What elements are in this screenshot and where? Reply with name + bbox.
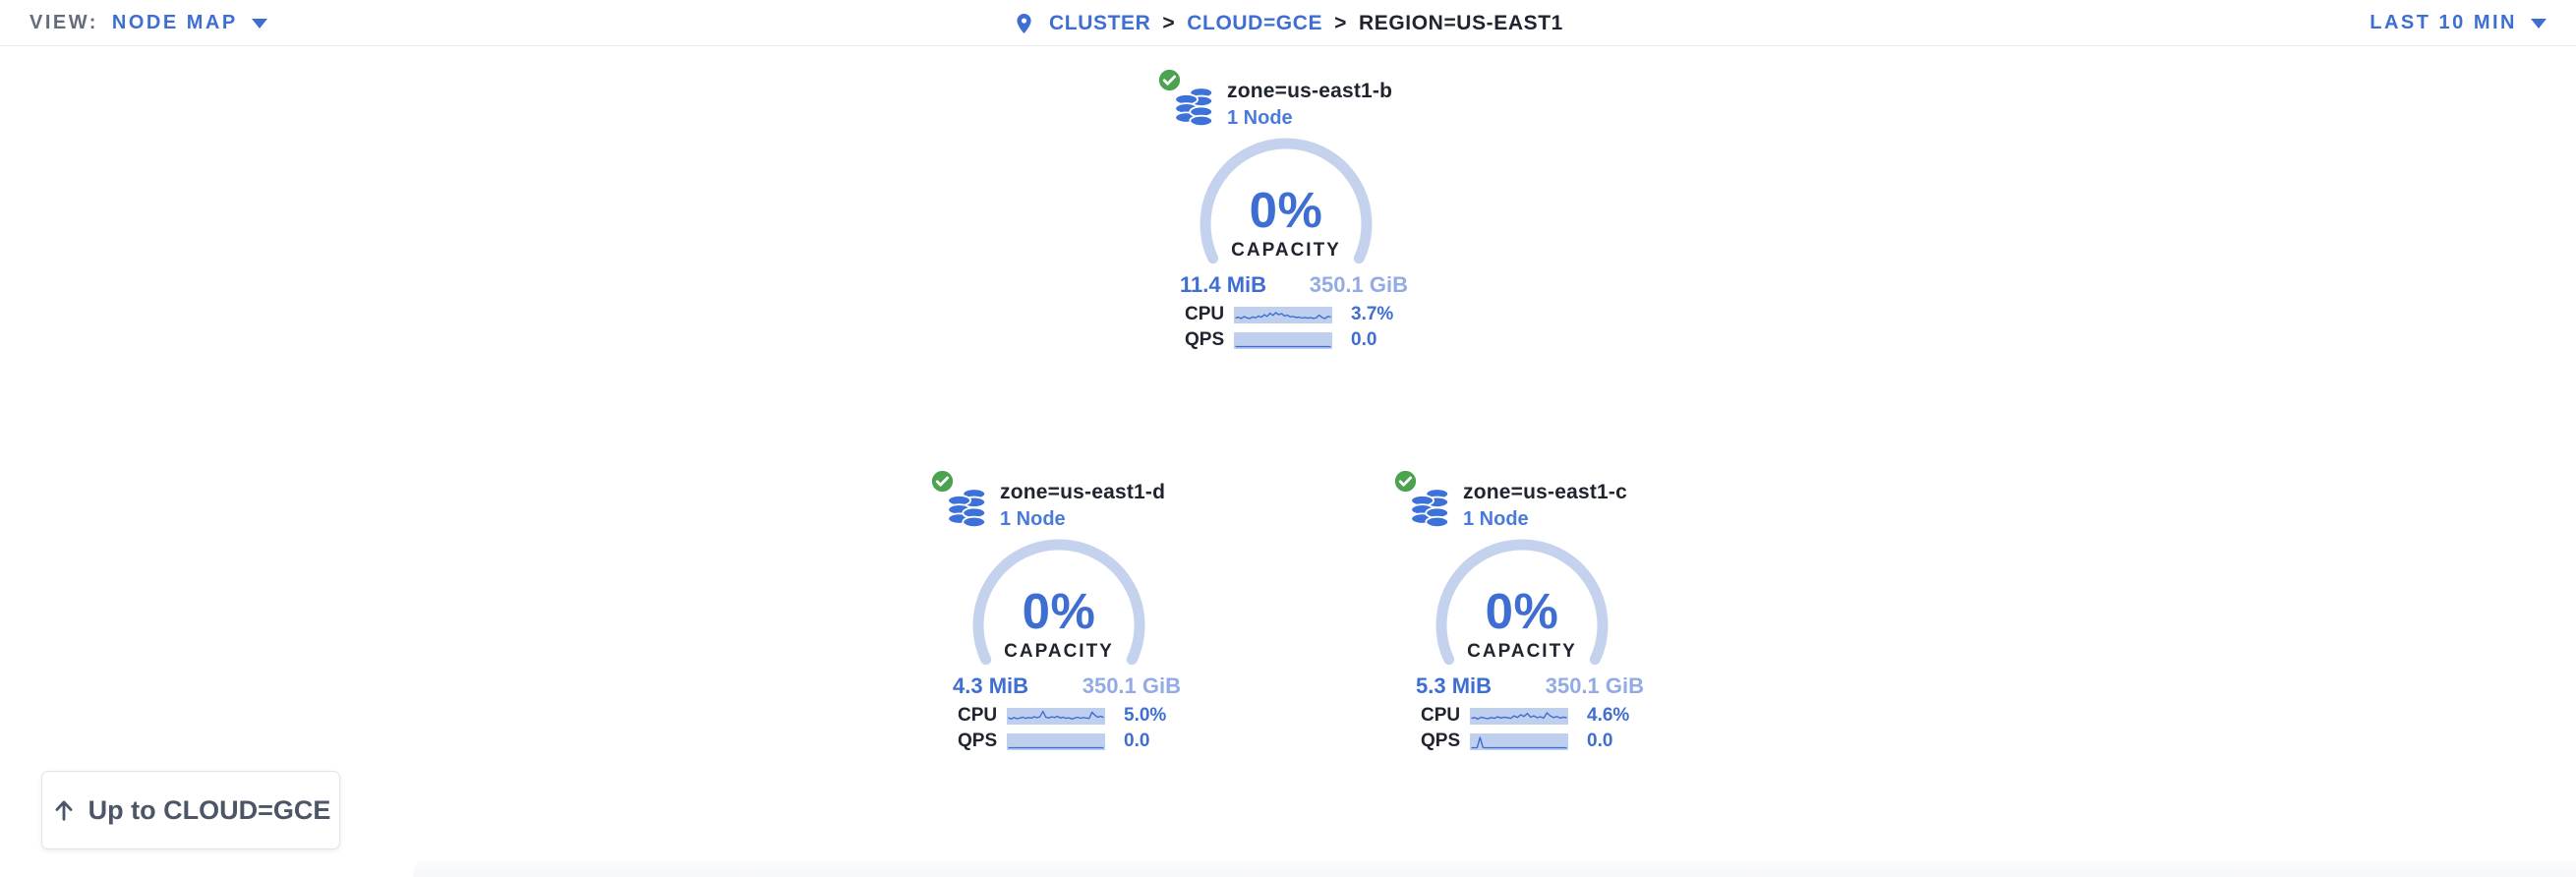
breadcrumb-separator: > bbox=[1334, 11, 1347, 34]
capacity-total: 350.1 GiB bbox=[1545, 673, 1644, 698]
capacity-gauge-arc bbox=[1200, 138, 1373, 264]
status-ok-check-icon bbox=[929, 468, 956, 495]
capacity-used: 5.3 MiB bbox=[1416, 673, 1493, 698]
view-value: NODE MAP bbox=[111, 11, 238, 33]
capacity-total: 350.1 GiB bbox=[1082, 673, 1181, 698]
cpu-sparkline bbox=[1007, 707, 1105, 725]
qps-value: 0.0 bbox=[1587, 731, 1613, 751]
qps-label: QPS bbox=[1185, 329, 1225, 350]
capacity-gauge-arc bbox=[1435, 539, 1609, 666]
zone-node-count: 1 Node bbox=[1463, 508, 1529, 530]
up-to-parent-label: Up to CLOUD=GCE bbox=[88, 794, 331, 825]
zone-card-us-east1-d[interactable]: zone=us-east1-d 1 Node 0% CAPACITY 4.3 M… bbox=[913, 462, 1199, 757]
caret-down-icon bbox=[2531, 19, 2547, 29]
capacity-values: 4.3 MiB 350.1 GiB bbox=[953, 673, 1181, 699]
breadcrumb-link-cloud-gce[interactable]: CLOUD=GCE bbox=[1187, 11, 1323, 34]
breadcrumb-link-cluster[interactable]: CLUSTER bbox=[1049, 11, 1151, 34]
up-to-parent-button[interactable]: Up to CLOUD=GCE bbox=[41, 771, 340, 849]
time-range-value: LAST 10 MIN bbox=[2370, 11, 2517, 33]
database-stack-icon bbox=[1174, 87, 1214, 128]
qps-row: QPS 0.0 bbox=[1421, 730, 1652, 753]
zone-title: zone=us-east1-d bbox=[1000, 481, 1166, 503]
zone-card-us-east1-b[interactable]: zone=us-east1-b 1 Node 0% CAPACITY 11.4 … bbox=[1141, 61, 1426, 356]
qps-value: 0.0 bbox=[1351, 329, 1377, 350]
cpu-sparkline bbox=[1470, 707, 1568, 725]
time-range-selector[interactable]: LAST 10 MIN bbox=[2370, 12, 2547, 34]
zone-card-us-east1-c[interactable]: zone=us-east1-c 1 Node 0% CAPACITY 5.3 M… bbox=[1376, 462, 1662, 757]
arrow-up-icon bbox=[55, 800, 73, 821]
qps-row: QPS 0.0 bbox=[958, 730, 1189, 753]
capacity-gauge: 0% CAPACITY bbox=[961, 539, 1157, 672]
cpu-row: CPU 5.0% bbox=[958, 704, 1189, 728]
capacity-label: CAPACITY bbox=[1004, 641, 1114, 662]
cpu-label: CPU bbox=[1421, 705, 1461, 726]
capacity-used: 4.3 MiB bbox=[953, 673, 1029, 698]
status-ok-check-icon bbox=[1156, 67, 1183, 93]
status-ok-check-icon bbox=[1392, 468, 1419, 495]
capacity-label: CAPACITY bbox=[1467, 641, 1577, 662]
zone-title: zone=us-east1-b bbox=[1227, 80, 1393, 102]
qps-sparkline bbox=[1470, 732, 1568, 750]
capacity-values: 5.3 MiB 350.1 GiB bbox=[1416, 673, 1644, 699]
view-label: VIEW: bbox=[29, 11, 98, 33]
cpu-label: CPU bbox=[958, 705, 998, 726]
cpu-sparkline bbox=[1234, 306, 1332, 323]
breadcrumb-current-region: REGION=US-EAST1 bbox=[1359, 11, 1563, 34]
zone-node-count: 1 Node bbox=[1227, 107, 1293, 129]
zone-node-count: 1 Node bbox=[1000, 508, 1066, 530]
capacity-gauge: 0% CAPACITY bbox=[1424, 539, 1620, 672]
capacity-percent: 0% bbox=[1485, 583, 1559, 639]
below-fold-panel-edge bbox=[413, 861, 2576, 877]
capacity-percent: 0% bbox=[1022, 583, 1096, 639]
qps-label: QPS bbox=[958, 731, 998, 751]
capacity-total: 350.1 GiB bbox=[1309, 272, 1408, 297]
capacity-gauge-arc bbox=[972, 539, 1145, 666]
qps-sparkline bbox=[1007, 732, 1105, 750]
caret-down-icon bbox=[251, 19, 267, 29]
qps-label: QPS bbox=[1421, 731, 1461, 751]
cpu-row: CPU 3.7% bbox=[1185, 303, 1416, 326]
zone-title: zone=us-east1-c bbox=[1463, 481, 1627, 503]
qps-row: QPS 0.0 bbox=[1185, 328, 1416, 352]
cpu-label: CPU bbox=[1185, 304, 1225, 324]
cpu-value: 5.0% bbox=[1124, 705, 1167, 726]
database-stack-icon bbox=[947, 488, 987, 529]
qps-sparkline bbox=[1234, 331, 1332, 349]
database-stack-icon bbox=[1410, 488, 1450, 529]
cpu-value: 4.6% bbox=[1587, 705, 1630, 726]
top-bar: VIEW: NODE MAP CLUSTER > CLOUD=GCE > REG… bbox=[0, 0, 2576, 46]
breadcrumb: CLUSTER > CLOUD=GCE > REGION=US-EAST1 bbox=[1013, 0, 1563, 46]
location-pin-icon bbox=[1017, 13, 1031, 33]
view-selector[interactable]: VIEW: NODE MAP bbox=[29, 12, 267, 34]
qps-value: 0.0 bbox=[1124, 731, 1150, 751]
capacity-label: CAPACITY bbox=[1231, 240, 1341, 261]
capacity-gauge: 0% CAPACITY bbox=[1188, 138, 1384, 270]
breadcrumb-separator: > bbox=[1162, 11, 1176, 34]
cpu-row: CPU 4.6% bbox=[1421, 704, 1652, 728]
capacity-values: 11.4 MiB 350.1 GiB bbox=[1180, 272, 1408, 298]
cpu-value: 3.7% bbox=[1351, 304, 1394, 324]
capacity-percent: 0% bbox=[1249, 182, 1323, 238]
capacity-used: 11.4 MiB bbox=[1180, 272, 1267, 297]
